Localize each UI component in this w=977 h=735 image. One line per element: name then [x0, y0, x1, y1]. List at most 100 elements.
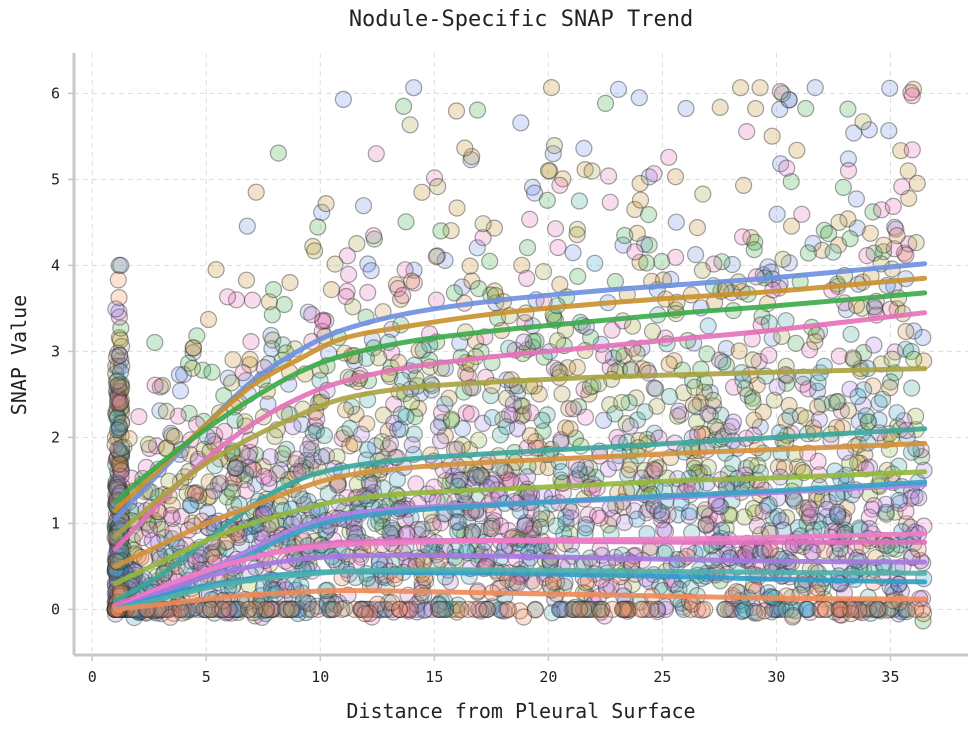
scatter-point [696, 501, 714, 519]
scatter-point [365, 230, 383, 248]
scatter-point [698, 345, 716, 363]
scatter-point [417, 600, 435, 619]
scatter-point [184, 344, 202, 362]
scatter-point [570, 600, 589, 619]
scatter-point [749, 604, 767, 622]
scatter-point [278, 440, 296, 458]
scatter-point [689, 600, 707, 619]
scatter-point [544, 145, 562, 163]
scatter-point [261, 600, 279, 619]
scatter-point [108, 409, 126, 427]
scatter-point [687, 398, 706, 416]
scatter-point [338, 282, 356, 300]
scatter-point [906, 407, 925, 425]
scatter-point [163, 509, 182, 528]
y-tick-label: 6 [51, 84, 60, 102]
scatter-point [110, 256, 128, 274]
scatter-point [108, 372, 127, 390]
scatter-point [428, 247, 446, 265]
scatter-point [696, 600, 714, 619]
scatter-point [687, 413, 706, 431]
scatter-point [503, 406, 521, 424]
scatter-point [865, 497, 883, 515]
scatter-point [317, 447, 336, 465]
scatter-point [616, 226, 634, 245]
scatter-point [591, 509, 609, 527]
scatter-point [548, 332, 567, 350]
scatter-point [787, 334, 805, 352]
scatter-point [858, 247, 876, 265]
scatter-point [353, 600, 371, 619]
scatter-point [147, 437, 165, 455]
scatter-point [652, 511, 671, 529]
x-tick-label: 35 [881, 668, 899, 686]
scatter-point [413, 183, 431, 201]
scatter-point [334, 90, 352, 109]
scatter-point [877, 503, 895, 521]
scatter-point [508, 419, 527, 438]
scatter-point [491, 426, 509, 444]
scatter-point [268, 465, 286, 483]
scatter-point [562, 503, 580, 521]
scatter-point [599, 167, 618, 185]
scatter-point [515, 333, 533, 351]
scatter-point [109, 429, 127, 447]
scatter-point [472, 466, 490, 484]
scatter-point [635, 235, 654, 253]
scatter-point [244, 460, 262, 478]
scatter-point [482, 387, 500, 405]
scatter-point [112, 414, 131, 432]
scatter-point [881, 79, 899, 97]
scatter-point [238, 217, 256, 235]
scatter-point [178, 484, 196, 502]
scatter-point [645, 460, 663, 478]
scatter-point [645, 165, 663, 183]
scatter-point [905, 322, 923, 340]
scatter-point [731, 79, 750, 97]
scatter-point [223, 374, 241, 392]
scatter-point [516, 516, 534, 534]
scatter-point [406, 408, 424, 426]
scatter-point [282, 600, 300, 619]
scatter-point [112, 462, 130, 480]
scatter-point [110, 379, 128, 397]
scatter-point [188, 327, 206, 345]
scatter-point [377, 600, 395, 619]
scatter-point [496, 464, 514, 482]
scatter-point [444, 467, 462, 485]
scatter-point [809, 398, 827, 416]
scatter-point [525, 519, 543, 537]
scatter-point [304, 451, 323, 469]
scatter-point [172, 507, 190, 525]
scatter-point [552, 431, 570, 449]
scatter-point [648, 602, 667, 621]
scatter-point [807, 326, 825, 344]
scatter-point [374, 406, 392, 424]
scatter-point [120, 430, 138, 448]
scatter-point [474, 215, 492, 233]
scatter-point [891, 494, 909, 512]
scatter-point [108, 476, 127, 494]
scatter-point [780, 91, 798, 109]
scatter-point [361, 476, 379, 494]
scatter-point [527, 332, 545, 350]
scatter-point [430, 600, 448, 619]
scatter-point [500, 406, 519, 424]
scatter-point [700, 515, 718, 533]
scatter-point [109, 386, 127, 404]
scatter-point [282, 600, 300, 619]
scatter-point [360, 473, 378, 491]
scatter-point [842, 325, 860, 343]
scatter-point [691, 394, 710, 412]
scatter-point [264, 281, 283, 299]
scatter-point [373, 600, 391, 619]
scatter-point [744, 351, 762, 369]
scatter-point [906, 487, 924, 505]
scatter-point [315, 426, 333, 445]
scatter-point [184, 339, 202, 357]
scatter-point [851, 454, 869, 472]
scatter-point [447, 102, 466, 120]
scatter-point [886, 503, 904, 521]
scatter-point [685, 459, 704, 477]
scatter-point [737, 459, 756, 477]
